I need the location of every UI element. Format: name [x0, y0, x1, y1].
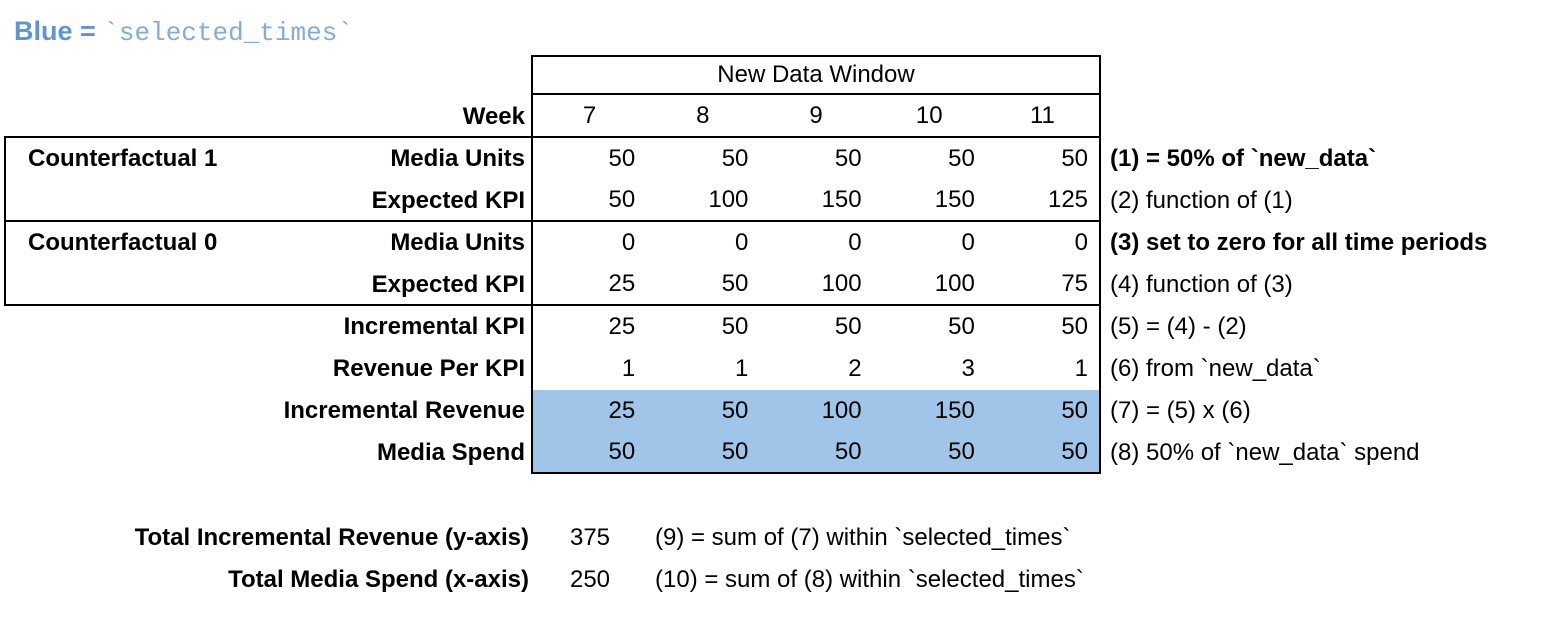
value-cell: 0: [1074, 229, 1089, 256]
total-note: (10) = sum of (8) within `selected_times…: [655, 566, 1084, 593]
week-values: 7 8 9 10 11: [531, 95, 1101, 138]
row-annotation: (6) from `new_data`: [1110, 355, 1321, 382]
window-header-cell: New Data Window: [531, 55, 1101, 95]
value-cell: 150: [934, 186, 975, 213]
row-label: Media Units: [390, 145, 525, 172]
value-cell: 0: [621, 229, 636, 256]
row-values: 50 50 50 50 50: [531, 138, 1101, 180]
row-values: 50 100 150 150 125: [531, 180, 1101, 222]
row-annotation: (3) set to zero for all time periods: [1110, 229, 1488, 256]
value-cell: 125: [1047, 186, 1089, 213]
row-values: 25 50 50 50 50: [531, 306, 1101, 348]
selected-times-code: `selected_times`: [103, 18, 353, 48]
value-cell: 1: [735, 355, 749, 382]
value-cell: 50: [721, 397, 749, 424]
value-cell: 50: [834, 313, 862, 340]
week-label: Week: [462, 102, 525, 130]
table-row: Expected KPI 25 50 100 100 75 (4) functi…: [4, 264, 1487, 306]
header-spacer: [4, 55, 531, 95]
value-cell: 50: [1061, 438, 1089, 465]
week-cell: 7: [582, 101, 597, 129]
totals-section: Total Incremental Revenue (y-axis) 375 (…: [0, 517, 1084, 601]
row-annotation: (7) = (5) x (6): [1110, 397, 1251, 424]
value-cell: 0: [735, 229, 749, 256]
row-label: Media Units: [390, 229, 525, 256]
value-cell: 100: [821, 397, 862, 424]
value-cell: 50: [721, 270, 749, 297]
week-cell: 9: [809, 101, 823, 129]
value-cell: 50: [721, 145, 749, 172]
week-row: Week 7 8 9 10 11: [4, 95, 1487, 138]
value-cell: 50: [948, 313, 975, 340]
table-row: Counterfactual 1 Media Units 50 50 50 50…: [4, 138, 1487, 180]
value-cell: 50: [834, 438, 862, 465]
data-table: New Data Window Week 7 8 9 10 11 Counter…: [4, 55, 1487, 474]
group-label: Counterfactual 0: [28, 229, 218, 256]
row-label: Expected KPI: [371, 187, 525, 214]
value-cell: 25: [608, 270, 636, 297]
row-annotation: (2) function of (1): [1110, 187, 1293, 214]
page-title: Blue = `selected_times`: [14, 16, 353, 48]
value-cell: 0: [961, 229, 975, 256]
value-cell: 50: [1061, 145, 1089, 172]
row-values: 0 0 0 0 0: [531, 222, 1101, 264]
row-values: 1 1 2 3 1: [531, 348, 1101, 390]
total-label: Total Incremental Revenue (y-axis): [134, 524, 529, 551]
value-cell: 50: [1061, 313, 1089, 340]
table-row: Counterfactual 0 Media Units 0 0 0 0 0 (…: [4, 222, 1487, 264]
value-cell: 3: [961, 355, 975, 382]
value-cell: 50: [721, 313, 749, 340]
group-label: Counterfactual 1: [28, 145, 218, 172]
row-label: Incremental KPI: [343, 313, 525, 340]
table-row: Media Spend 50 50 50 50 50 (8) 50% of `n…: [4, 432, 1487, 474]
value-cell: 100: [821, 270, 862, 297]
row-label: Media Spend: [376, 439, 525, 466]
week-cell: 8: [696, 101, 710, 129]
value-cell: 2: [848, 355, 862, 382]
value-cell: 1: [1074, 355, 1089, 382]
value-cell: 25: [608, 397, 636, 424]
value-cell: 50: [948, 438, 975, 465]
total-label: Total Media Spend (x-axis): [228, 566, 529, 593]
value-cell: 50: [834, 145, 862, 172]
week-cell: 10: [915, 101, 943, 129]
value-cell: 50: [608, 145, 636, 172]
value-cell: 0: [848, 229, 862, 256]
total-value: 250: [569, 566, 611, 593]
value-cell: 50: [721, 438, 749, 465]
row-annotation: (5) = (4) - (2): [1110, 313, 1247, 340]
value-cell: 50: [608, 438, 636, 465]
row-annotation: (1) = 50% of `new_data`: [1110, 145, 1377, 172]
legend-blue-label: Blue =: [14, 16, 104, 46]
row-annotation: (8) 50% of `new_data` spend: [1110, 439, 1420, 466]
row-label: Expected KPI: [371, 271, 525, 298]
row-label: Incremental Revenue: [283, 397, 525, 424]
table-row: Revenue Per KPI 1 1 2 3 1 (6) from `new_…: [4, 348, 1487, 390]
row-values: 25 50 100 100 75: [531, 264, 1101, 306]
value-cell: 100: [934, 270, 975, 297]
row-values-highlighted: 25 50 100 150 50: [531, 390, 1101, 432]
table-row: Expected KPI 50 100 150 150 125 (2) func…: [4, 180, 1487, 222]
row-label: Revenue Per KPI: [332, 355, 525, 382]
total-value: 375: [569, 524, 611, 551]
total-row: Total Incremental Revenue (y-axis) 375 (…: [0, 517, 1084, 559]
value-cell: 150: [934, 397, 975, 424]
value-cell: 50: [948, 145, 975, 172]
row-annotation: (4) function of (3): [1110, 271, 1293, 298]
week-cell: 11: [1029, 101, 1055, 129]
row-values-highlighted: 50 50 50 50 50: [531, 432, 1101, 474]
table-row: Incremental KPI 25 50 50 50 50 (5) = (4)…: [4, 306, 1487, 348]
total-row: Total Media Spend (x-axis) 250 (10) = su…: [0, 559, 1084, 601]
header-row: New Data Window: [4, 55, 1487, 95]
value-cell: 100: [708, 186, 749, 213]
value-cell: 50: [1061, 397, 1089, 424]
table-row: Incremental Revenue 25 50 100 150 50 (7)…: [4, 390, 1487, 432]
value-cell: 150: [821, 186, 862, 213]
value-cell: 25: [608, 313, 636, 340]
value-cell: 50: [608, 186, 636, 213]
total-note: (9) = sum of (7) within `selected_times`: [655, 524, 1071, 551]
value-cell: 75: [1061, 270, 1089, 297]
value-cell: 1: [621, 355, 636, 382]
